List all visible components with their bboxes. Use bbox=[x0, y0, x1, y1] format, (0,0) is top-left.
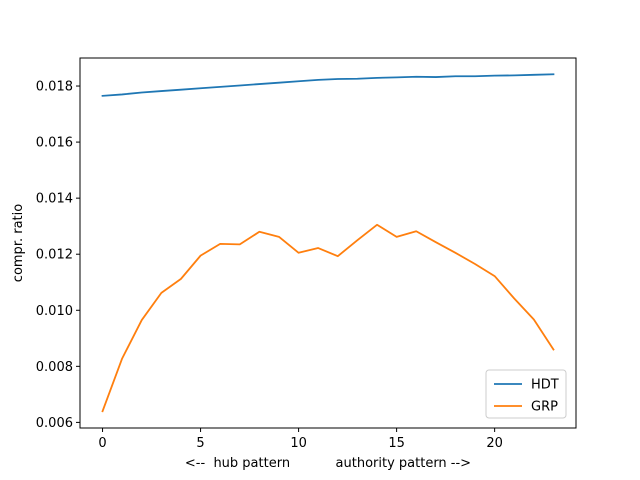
x-tick-label: 5 bbox=[196, 436, 204, 451]
x-tick-label: 0 bbox=[98, 436, 106, 451]
y-tick-label: 0.014 bbox=[36, 192, 73, 207]
legend: HDT GRP bbox=[485, 369, 567, 419]
plot-frame bbox=[79, 57, 577, 429]
y-tick-label: 0.010 bbox=[36, 304, 73, 319]
x-tick-label: 10 bbox=[290, 436, 307, 451]
y-axis-label: compr. ratio bbox=[11, 204, 26, 282]
y-tick-label: 0.012 bbox=[36, 248, 73, 263]
series-layer bbox=[101, 73, 555, 413]
series-line-grp bbox=[101, 223, 555, 413]
legend-label-hdt: HDT bbox=[531, 378, 559, 393]
x-axis-label: <-- hub pattern authority pattern --> bbox=[185, 456, 471, 471]
y-tick-label: 0.008 bbox=[36, 360, 73, 375]
y-tick-label: 0.016 bbox=[36, 136, 73, 151]
y-tick-label: 0.006 bbox=[36, 416, 73, 431]
x-tick-label: 20 bbox=[486, 436, 503, 451]
series-line-hdt bbox=[101, 73, 555, 97]
legend-label-grp: GRP bbox=[531, 400, 558, 415]
x-tick-label: 15 bbox=[388, 436, 405, 451]
y-tick-label: 0.018 bbox=[36, 80, 73, 95]
x-axis: 0 5 10 15 20 bbox=[98, 428, 503, 451]
y-axis: 0.006 0.008 0.010 0.012 0.014 0.016 0.018 bbox=[36, 80, 80, 431]
